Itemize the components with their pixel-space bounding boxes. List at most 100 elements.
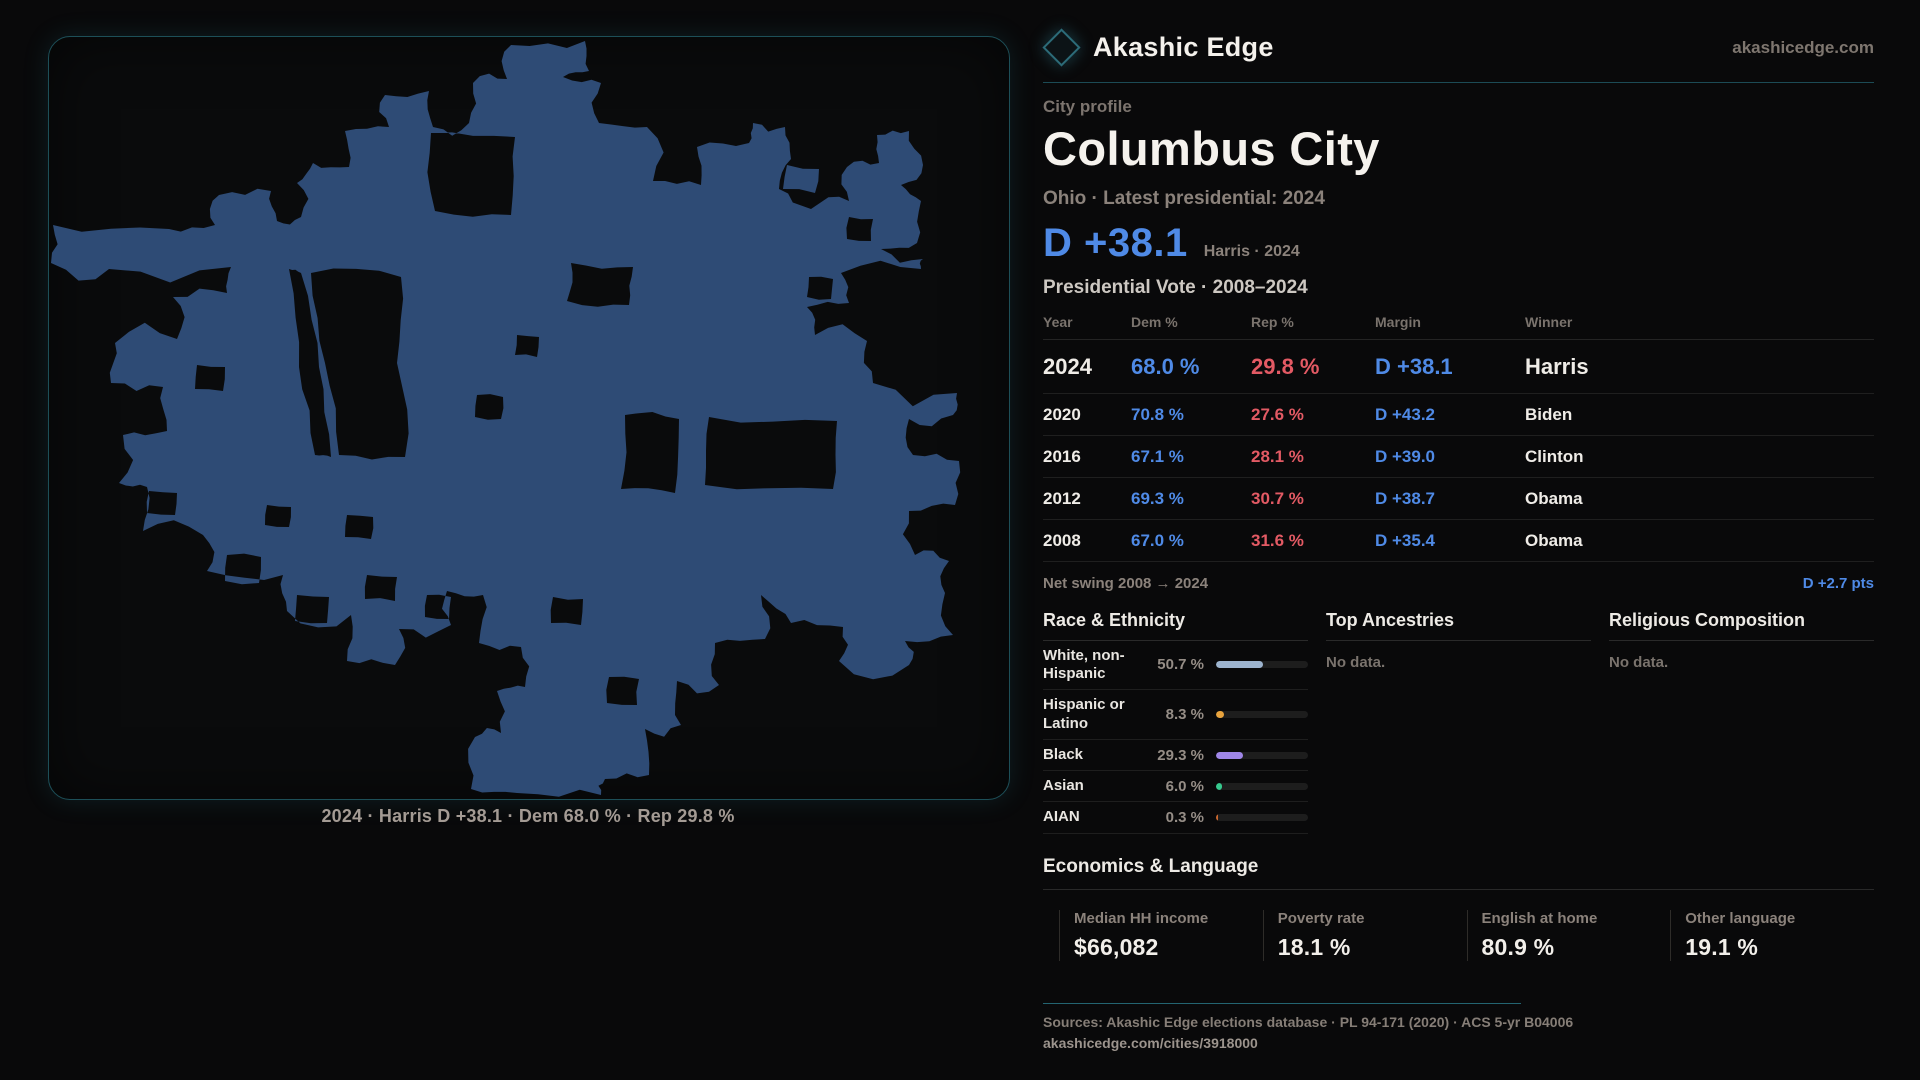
winner-cell: Obama	[1525, 488, 1583, 508]
stat-label: Poverty rate	[1277, 909, 1365, 927]
city-profile-panel: Akashic Edge akashicedge.com City profil…	[1042, 0, 1874, 1053]
winner-cell: Harris	[1525, 353, 1589, 379]
race-bar-fill	[1216, 814, 1218, 822]
race-section-title: Race & Ethnicity	[1043, 610, 1308, 641]
diamond-logo-icon	[1042, 28, 1081, 67]
footer: Sources: Akashic Edge elections database…	[1043, 1002, 1874, 1053]
margin-cell: D +35.4	[1375, 530, 1436, 550]
stat-card: Other language 19.1 %	[1670, 909, 1874, 961]
rep-cell: 29.8 %	[1251, 353, 1320, 379]
race-value: 6.0 %	[1165, 777, 1204, 795]
race-row: Black 29.3 %	[1043, 740, 1308, 772]
no-data-text: No data.	[1326, 653, 1386, 671]
brand-header: Akashic Edge akashicedge.com	[1042, 0, 1874, 67]
table-row: 2024 68.0 % 29.8 % D +38.1 Harris	[1043, 340, 1874, 394]
footer-rule	[1043, 1002, 1521, 1004]
year-cell: 2012	[1043, 488, 1081, 508]
race-value: 50.7 %	[1157, 656, 1204, 674]
stat-value: 19.1 %	[1685, 933, 1759, 960]
table-row: 2008 67.0 % 31.6 % D +35.4 Obama	[1043, 520, 1874, 562]
col-winner: Winner	[1525, 313, 1573, 330]
year-cell: 2008	[1043, 530, 1081, 550]
race-value: 0.3 %	[1165, 809, 1204, 827]
religious-composition-section: Religious Composition No data.	[1609, 610, 1874, 834]
vote-table-header: Year Dem % Rep % Margin Winner	[1043, 308, 1874, 340]
stat-value: 18.1 %	[1277, 933, 1351, 960]
table-row: 2012 69.3 % 30.7 % D +38.7 Obama	[1043, 478, 1874, 520]
rep-cell: 31.6 %	[1251, 530, 1304, 550]
year-cell: 2020	[1043, 404, 1081, 424]
city-map	[51, 41, 961, 797]
map-panel	[48, 36, 1010, 800]
page-subtitle: Ohio · Latest presidential: 2024	[1043, 187, 1325, 209]
permalink-link[interactable]: akashicedge.com/cities/3918000	[1043, 1034, 1258, 1051]
margin-cell: D +38.7	[1375, 488, 1436, 508]
brand-name: Akashic Edge	[1093, 32, 1274, 62]
col-margin: Margin	[1375, 313, 1421, 330]
race-ethnicity-section: Race & Ethnicity White, non-Hispanic 50.…	[1043, 610, 1308, 834]
vote-table: Year Dem % Rep % Margin Winner 2024 68.0…	[1043, 308, 1874, 592]
dem-cell: 67.1 %	[1131, 446, 1184, 466]
race-value: 8.3 %	[1165, 706, 1204, 724]
race-bar	[1216, 751, 1308, 759]
race-label: Asian	[1043, 777, 1084, 795]
stat-label: Other language	[1685, 909, 1796, 927]
col-rep: Rep %	[1251, 313, 1294, 330]
margin-note: Harris · 2024	[1203, 242, 1300, 260]
race-row: Asian 6.0 %	[1043, 771, 1308, 803]
dem-cell: 70.8 %	[1131, 404, 1184, 424]
economics-section-title: Economics & Language	[1043, 856, 1874, 890]
margin-cell: D +39.0	[1375, 446, 1436, 466]
city-shape	[51, 41, 961, 797]
religion-section-title: Religious Composition	[1609, 610, 1874, 641]
race-bar	[1216, 782, 1308, 790]
race-bar-fill	[1216, 711, 1224, 719]
race-bar-fill	[1216, 751, 1243, 759]
winner-cell: Obama	[1525, 530, 1583, 550]
net-swing-row: Net swing 2008 → 2024 D +2.7 pts	[1043, 562, 1874, 592]
vote-table-title: Presidential Vote · 2008–2024	[1043, 276, 1308, 298]
rep-cell: 27.6 %	[1251, 404, 1304, 424]
stat-card: Poverty rate 18.1 %	[1262, 909, 1467, 961]
year-cell: 2024	[1043, 353, 1092, 379]
top-ancestries-section: Top Ancestries No data.	[1326, 610, 1591, 834]
stat-label: Median HH income	[1074, 909, 1209, 927]
stat-label: English at home	[1481, 909, 1598, 927]
rep-cell: 28.1 %	[1251, 446, 1304, 466]
race-row: AIAN 0.3 %	[1043, 802, 1308, 834]
race-value: 29.3 %	[1157, 746, 1204, 764]
stat-value: 80.9 %	[1481, 933, 1555, 960]
dem-cell: 67.0 %	[1131, 530, 1184, 550]
net-swing-label: Net swing 2008 → 2024	[1043, 574, 1209, 592]
race-row: White, non-Hispanic 50.7 %	[1043, 641, 1308, 691]
page-kicker: City profile	[1043, 97, 1132, 116]
year-cell: 2016	[1043, 446, 1081, 466]
table-row: 2020 70.8 % 27.6 % D +43.2 Biden	[1043, 394, 1874, 436]
sources-text: Sources: Akashic Edge elections database…	[1043, 1013, 1574, 1030]
table-row: 2016 67.1 % 28.1 % D +39.0 Clinton	[1043, 436, 1874, 478]
stat-card: English at home 80.9 %	[1466, 909, 1671, 961]
brand-domain-link[interactable]: akashicedge.com	[1732, 37, 1874, 57]
map-caption: 2024 · Harris D +38.1 · Dem 68.0 % · Rep…	[321, 806, 735, 826]
race-label: AIAN	[1043, 808, 1080, 826]
winner-cell: Biden	[1525, 404, 1573, 424]
race-label: White, non-Hispanic	[1043, 646, 1125, 682]
winner-cell: Clinton	[1525, 446, 1584, 466]
race-row: Hispanic or Latino 8.3 %	[1043, 690, 1308, 740]
race-bar	[1216, 661, 1308, 669]
dem-cell: 69.3 %	[1131, 488, 1184, 508]
dem-cell: 68.0 %	[1131, 353, 1200, 379]
col-dem: Dem %	[1131, 313, 1178, 330]
race-bar	[1216, 814, 1308, 822]
header-rule	[1043, 82, 1874, 83]
margin-value: D +38.1	[1043, 220, 1188, 265]
col-year: Year	[1043, 313, 1073, 330]
economics-stats: Median HH income $66,082 Poverty rate 18…	[1043, 909, 1874, 961]
stat-card: Median HH income $66,082	[1059, 909, 1263, 961]
stat-value: $66,082	[1074, 933, 1159, 960]
race-bar	[1216, 711, 1308, 719]
net-swing-value: D +2.7 pts	[1802, 574, 1874, 592]
margin-cell: D +38.1	[1375, 353, 1453, 379]
margin-cell: D +43.2	[1375, 404, 1436, 424]
race-label: Hispanic or Latino	[1043, 696, 1125, 732]
